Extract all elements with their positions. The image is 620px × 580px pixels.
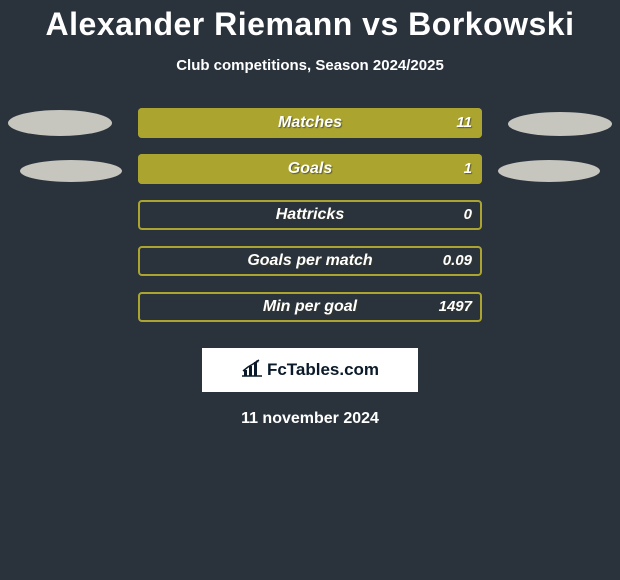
comparison-infographic: Alexander Riemann vs Borkowski Club comp… xyxy=(0,6,620,580)
stat-bar: Hattricks0 xyxy=(138,200,482,230)
right-ellipse xyxy=(508,112,612,136)
subtitle: Club competitions, Season 2024/2025 xyxy=(0,57,620,74)
logo: FcTables.com xyxy=(241,359,379,382)
stat-label: Matches xyxy=(138,108,482,138)
logo-text: FcTables.com xyxy=(267,360,379,380)
stat-value: 11 xyxy=(456,108,472,138)
page-title: Alexander Riemann vs Borkowski xyxy=(0,6,620,43)
stat-bar: Goals per match0.09 xyxy=(138,246,482,276)
logo-box: FcTables.com xyxy=(202,348,418,392)
stat-value: 0 xyxy=(464,200,472,230)
stat-label: Goals per match xyxy=(138,246,482,276)
right-ellipse xyxy=(498,160,600,182)
stat-row: Goals per match0.09 xyxy=(0,246,620,292)
stat-row: Hattricks0 xyxy=(0,200,620,246)
stat-row: Matches11 xyxy=(0,108,620,154)
stat-value: 0.09 xyxy=(443,246,472,276)
stat-bar: Matches11 xyxy=(138,108,482,138)
left-ellipse xyxy=(20,160,122,182)
stat-label: Min per goal xyxy=(138,292,482,322)
date-text: 11 november 2024 xyxy=(0,410,620,428)
stat-bar: Min per goal1497 xyxy=(138,292,482,322)
stat-row: Goals1 xyxy=(0,154,620,200)
left-ellipse xyxy=(8,110,112,136)
stat-label: Hattricks xyxy=(138,200,482,230)
stat-label: Goals xyxy=(138,154,482,184)
bar-chart-icon xyxy=(241,359,263,382)
stat-value: 1497 xyxy=(439,292,472,322)
stats-rows: Matches11 Goals1 Hattricks0 Goals per match… xyxy=(0,108,620,338)
stat-row: Min per goal1497 xyxy=(0,292,620,338)
stat-value: 1 xyxy=(464,154,472,184)
stat-bar: Goals1 xyxy=(138,154,482,184)
